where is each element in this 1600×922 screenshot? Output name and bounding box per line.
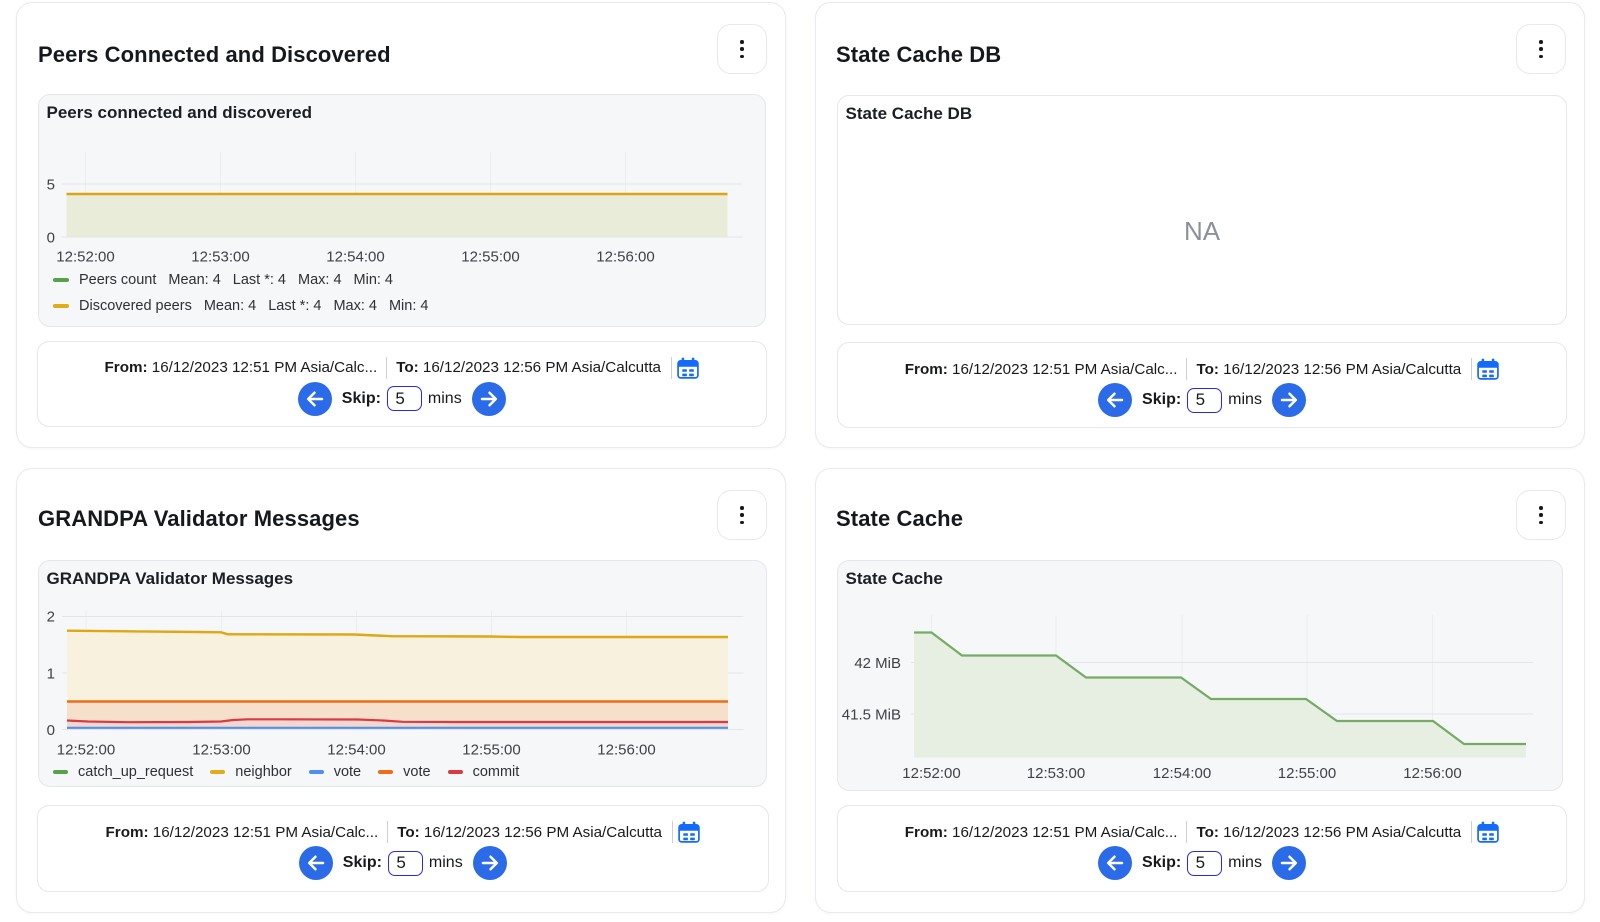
svg-text:12:56:00: 12:56:00: [1403, 765, 1461, 782]
svg-text:5: 5: [47, 176, 55, 193]
svg-text:0: 0: [47, 229, 55, 246]
svg-text:41.5 MiB: 41.5 MiB: [842, 706, 901, 723]
svg-text:12:55:00: 12:55:00: [462, 741, 520, 758]
svg-text:12:55:00: 12:55:00: [461, 248, 519, 265]
svg-text:12:52:00: 12:52:00: [902, 765, 960, 782]
svg-text:12:54:00: 12:54:00: [326, 248, 384, 265]
svg-text:12:56:00: 12:56:00: [597, 741, 655, 758]
svg-text:42 MiB: 42 MiB: [854, 655, 901, 672]
svg-text:12:54:00: 12:54:00: [1153, 765, 1211, 782]
svg-text:0: 0: [47, 722, 55, 739]
svg-text:12:52:00: 12:52:00: [56, 248, 114, 265]
svg-text:12:52:00: 12:52:00: [57, 741, 115, 758]
svg-text:2: 2: [47, 609, 55, 626]
svg-text:12:53:00: 12:53:00: [192, 741, 250, 758]
svg-text:1: 1: [47, 665, 55, 682]
svg-text:12:56:00: 12:56:00: [596, 248, 654, 265]
svg-text:12:53:00: 12:53:00: [1027, 765, 1085, 782]
svg-text:12:54:00: 12:54:00: [327, 741, 385, 758]
svg-text:12:55:00: 12:55:00: [1278, 765, 1336, 782]
svg-text:12:53:00: 12:53:00: [191, 248, 249, 265]
